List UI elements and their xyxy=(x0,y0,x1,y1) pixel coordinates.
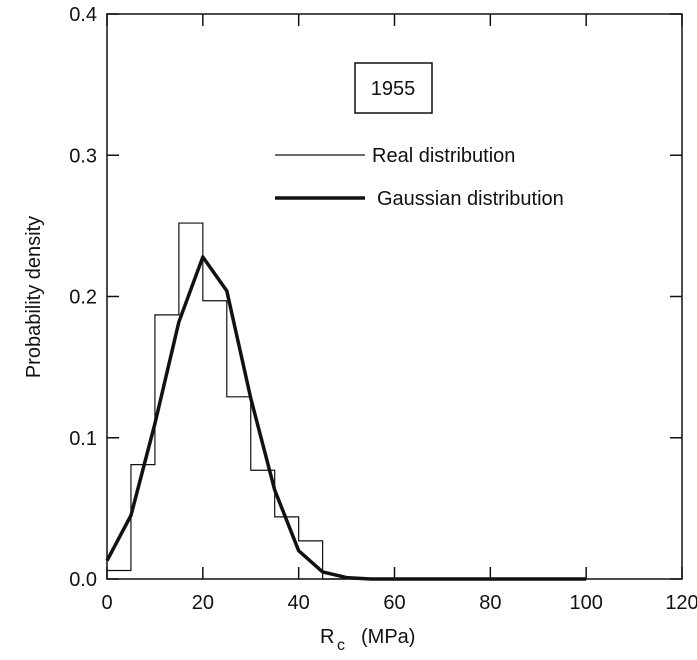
y-axis-label: Probability density xyxy=(23,216,45,378)
x-axis-label-sub: c xyxy=(337,637,345,654)
x-axis-label: R c (MPa) xyxy=(320,626,415,654)
real-distribution-line xyxy=(107,222,347,580)
y-tick-label: 0.2 xyxy=(69,287,97,309)
x-tick-label: 120 xyxy=(665,592,697,614)
x-tick-label: 60 xyxy=(383,592,405,614)
annotation-box xyxy=(354,62,433,114)
x-tick-label: 0 xyxy=(101,592,112,614)
x-axis-label-main: R xyxy=(320,626,334,648)
y-tick-label: 0.0 xyxy=(69,569,97,591)
gaussian-distribution-line xyxy=(105,255,587,581)
annotation-label: 1955 xyxy=(371,78,416,100)
x-axis-label-unit: (MPa) xyxy=(361,626,415,648)
legend-label-real: Real distribution xyxy=(372,145,515,167)
y-tick-label: 0.1 xyxy=(69,428,97,450)
y-tick-label: 0.4 xyxy=(69,4,97,26)
tick-labels: 0 20 40 60 80 100 120 0.0 0.1 0.2 0.3 0.4 xyxy=(69,4,697,614)
annotation: 1955 xyxy=(354,62,433,114)
legend-label-gaussian: Gaussian distribution xyxy=(377,188,564,210)
legend: Real distribution Gaussian distribution xyxy=(275,145,564,210)
x-tick-label: 20 xyxy=(192,592,214,614)
x-tick-label: 100 xyxy=(569,592,602,614)
series-layer xyxy=(105,222,587,581)
x-tick-label: 80 xyxy=(479,592,501,614)
ticks xyxy=(106,13,683,580)
x-tick-label: 40 xyxy=(288,592,310,614)
y-tick-label: 0.3 xyxy=(69,145,97,167)
